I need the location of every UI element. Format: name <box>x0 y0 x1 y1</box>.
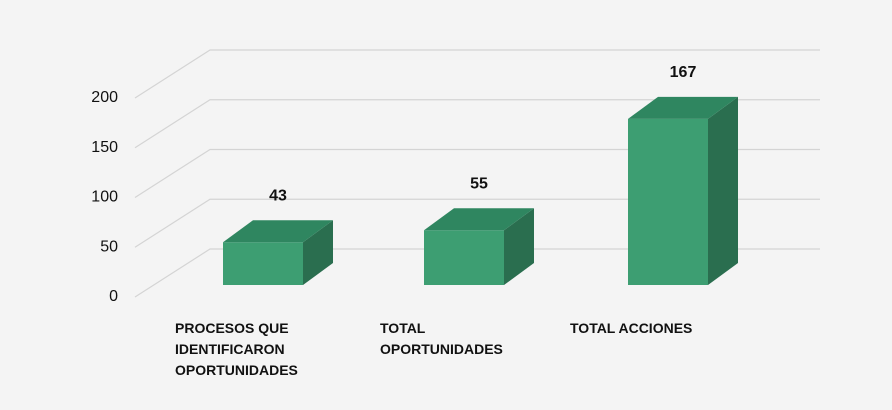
bar-face <box>628 96 738 119</box>
bar-face <box>504 208 534 285</box>
bar-face <box>223 242 303 285</box>
bar-face <box>303 220 333 285</box>
y-tick-label: 100 <box>91 189 118 206</box>
bar <box>628 96 738 286</box>
grid-line <box>134 248 820 298</box>
bar-face <box>424 230 504 285</box>
value-label: 167 <box>670 64 697 81</box>
bar-face <box>708 96 738 286</box>
value-label: 43 <box>269 187 287 204</box>
bar-face <box>628 118 708 286</box>
x-tick-label: PROCESOS QUE IDENTIFICARON OPORTUNIDADES <box>175 320 298 378</box>
grid-line <box>134 198 820 248</box>
grid-line <box>134 49 820 99</box>
x-tick-label: TOTAL OPORTUNIDADES <box>380 320 503 357</box>
y-tick-label: 50 <box>100 238 118 255</box>
bar <box>223 220 333 285</box>
grid-line <box>134 99 820 149</box>
grid-line <box>134 148 820 199</box>
bar-face <box>424 208 534 231</box>
y-tick-label: 0 <box>109 288 118 305</box>
y-tick-label: 200 <box>91 89 118 106</box>
bar-face <box>223 220 333 243</box>
value-label: 55 <box>470 175 488 192</box>
bar <box>424 208 534 285</box>
y-tick-label: 150 <box>91 139 118 156</box>
x-tick-label: TOTAL ACCIONES <box>570 320 693 336</box>
